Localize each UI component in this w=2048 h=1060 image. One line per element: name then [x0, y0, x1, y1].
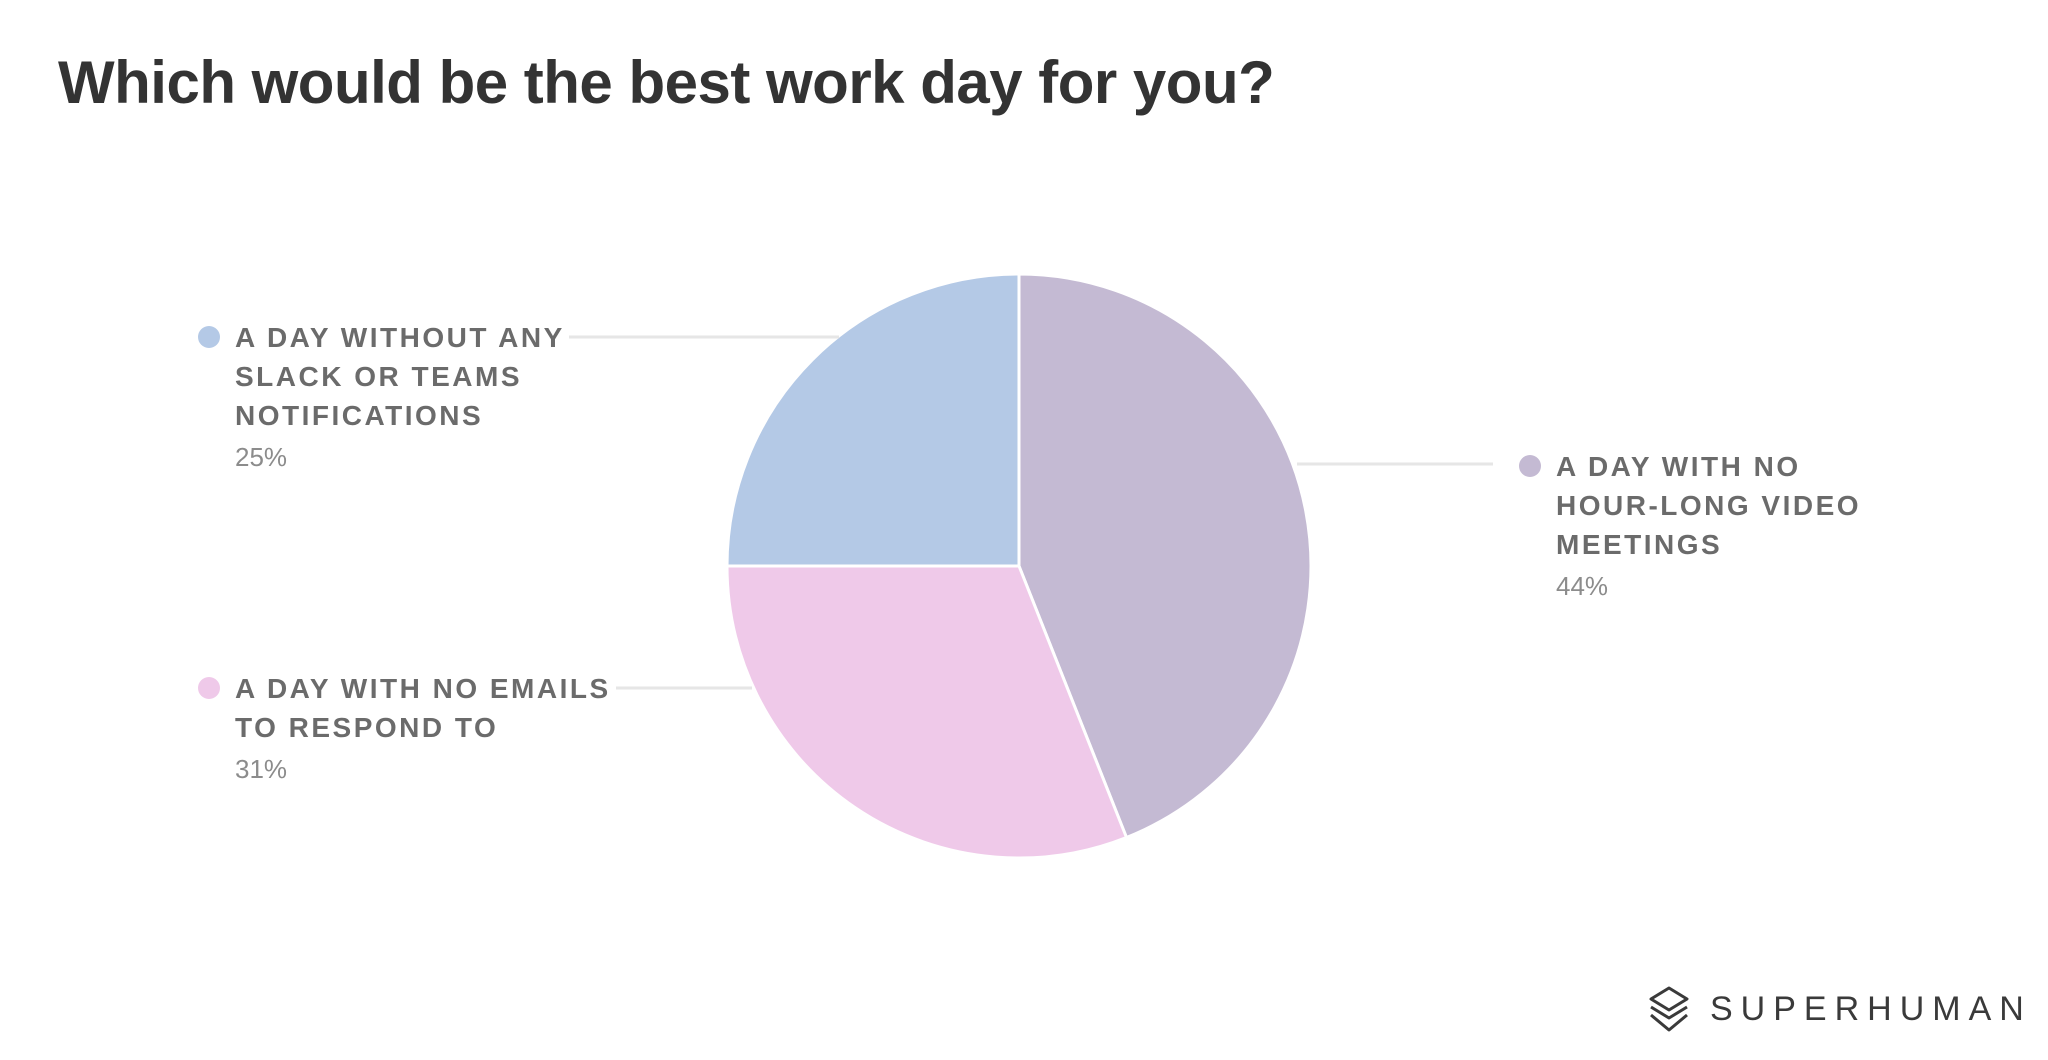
pie-slice-0	[1017, 272, 1313, 839]
slice-label-1-line-0: A DAY WITH NO EMAILS	[235, 673, 611, 704]
slice-label-2-line-2: NOTIFICATIONS	[235, 400, 483, 431]
legend-dot-0	[1519, 455, 1541, 477]
leader-lines	[569, 335, 1493, 690]
pie-slice-2	[725, 272, 1021, 568]
brand-mark: SUPERHUMAN	[1648, 983, 2032, 1035]
pie-slice-1	[725, 564, 1128, 860]
chart-title: Which would be the best work day for you…	[58, 49, 1275, 116]
slice-label-1-line-1: TO RESPOND TO	[235, 712, 498, 743]
slice-label-0-line-1: HOUR-LONG VIDEO	[1556, 490, 1861, 521]
slice-label-2-line-1: SLACK OR TEAMS	[235, 361, 522, 392]
slice-labels: A DAY WITH NO HOUR-LONG VIDEO MEETINGS 44% A…	[198, 322, 1861, 784]
slice-value-2: 25%	[235, 442, 287, 472]
brand-name: SUPERHUMAN	[1710, 989, 2032, 1028]
slice-value-1: 31%	[235, 754, 287, 784]
slice-value-0: 44%	[1556, 571, 1608, 601]
superhuman-logo-icon	[1649, 986, 1689, 1032]
slice-label-0-line-2: MEETINGS	[1556, 529, 1722, 560]
slice-label-0-line-0: A DAY WITH NO	[1556, 451, 1801, 482]
slice-label-2-line-0: A DAY WITHOUT ANY	[235, 322, 565, 353]
legend-dot-2	[198, 326, 220, 348]
pie-slices	[725, 272, 1313, 860]
legend-dot-1	[198, 677, 220, 699]
